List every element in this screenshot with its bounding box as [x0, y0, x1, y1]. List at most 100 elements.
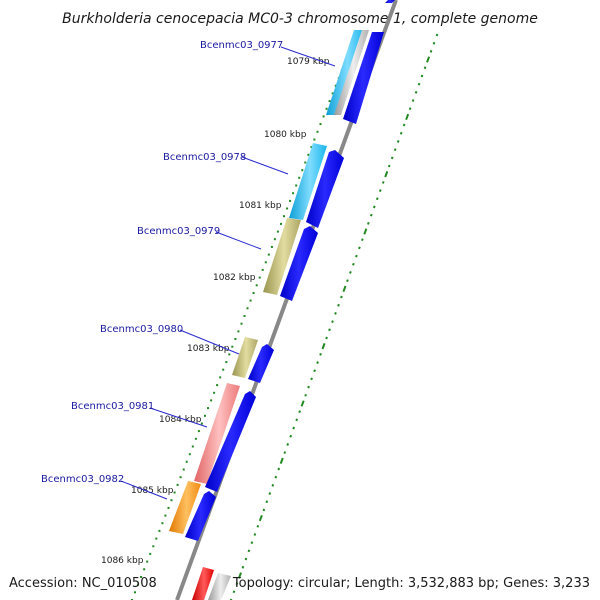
gc-dot: [237, 572, 242, 579]
tick-dot: [228, 353, 231, 356]
gc-dot: [319, 352, 322, 356]
gene-label-0981[interactable]: Bcenmc03_0981: [71, 401, 154, 412]
tick-dot: [191, 445, 194, 448]
gene-strand-block: [385, 0, 395, 3]
tick-dot: [231, 345, 234, 348]
gene-label-0978[interactable]: Bcenmc03_0978: [163, 152, 246, 163]
gc-dot: [342, 285, 347, 293]
tick-dot: [140, 576, 143, 578]
gc-dot: [426, 56, 431, 63]
gc-dot: [429, 49, 433, 53]
gene-label-0979[interactable]: Bcenmc03_0979: [137, 226, 220, 237]
gene-block: [232, 337, 258, 378]
gc-dot: [349, 271, 352, 274]
gc-dot: [423, 66, 427, 70]
gc-dot: [253, 533, 257, 536]
gene-block-0982[interactable]: [169, 481, 216, 541]
tick-dot: [137, 583, 140, 586]
gene-block-0981[interactable]: [194, 383, 256, 492]
tick-dot: [319, 123, 322, 126]
tick-dot: [331, 92, 334, 95]
gc-dot: [262, 508, 266, 512]
gc-dot: [292, 426, 296, 430]
tick-label-1081: 1081 kbp: [239, 201, 282, 211]
gc-dot: [420, 74, 424, 78]
gc-dot: [384, 171, 389, 178]
tick-dot: [328, 100, 331, 103]
tick-dot: [158, 529, 161, 532]
gene-block: [289, 143, 327, 220]
gene-label-0980[interactable]: Bcenmc03_0980: [100, 324, 183, 335]
tick-dot: [197, 430, 200, 433]
gc-dot: [271, 483, 275, 487]
gc-dot: [387, 164, 391, 168]
gc-dot: [435, 33, 439, 37]
gc-dot: [363, 228, 368, 235]
tick-dot: [182, 468, 185, 471]
gc-dot: [268, 492, 272, 495]
gc-dot: [300, 400, 305, 407]
tick-dot: [325, 107, 328, 110]
gc-dot: [247, 549, 251, 553]
gc-dot: [402, 123, 406, 127]
tick-dot: [222, 368, 225, 371]
gene-label-0977[interactable]: Bcenmc03_0977: [200, 40, 283, 51]
tick-dot: [188, 453, 191, 456]
gene-block-0977[interactable]: [326, 30, 384, 124]
tick-dot: [261, 268, 264, 271]
tick-dot: [258, 276, 261, 279]
gc-dot: [396, 140, 400, 143]
gc-dot: [381, 181, 385, 184]
gc-dot: [229, 598, 233, 600]
gc-dot: [432, 41, 436, 45]
gene-block-0978[interactable]: [289, 143, 344, 228]
gene-strand-block: [248, 344, 274, 383]
map-title: Burkholderia cenocepacia MC0-3 chromosom…: [62, 11, 538, 27]
tick-label-1085: 1085 kbp: [131, 486, 174, 496]
gc-dot: [307, 385, 310, 389]
tick-dot: [295, 184, 298, 187]
tick-dot: [246, 307, 249, 310]
gc-dot: [295, 418, 299, 422]
gc-dot: [286, 443, 290, 446]
tick-dot: [283, 215, 285, 218]
tick-label-1079: 1079 kbp: [287, 57, 330, 67]
gene-block-0980[interactable]: [232, 337, 274, 383]
tick-dot: [134, 591, 136, 594]
tick-dot: [167, 506, 170, 509]
gc-dot: [289, 434, 293, 438]
tick-dot: [149, 552, 152, 555]
tick-dot: [164, 514, 167, 517]
gc-dot: [372, 205, 376, 209]
accession-text: Accession: NC_010508: [9, 576, 157, 591]
gene-block-0979[interactable]: [263, 218, 318, 301]
gc-dot: [310, 377, 313, 381]
gc-dot: [358, 246, 361, 250]
tick-dot: [213, 391, 216, 394]
gene-block: [334, 30, 369, 115]
tick-dot: [155, 537, 158, 540]
gc-dot: [411, 99, 415, 102]
gene-strand-block: [306, 150, 344, 228]
gc-dot: [279, 457, 284, 464]
tick-track: [131, 31, 358, 600]
gene-strand-block: [280, 226, 318, 301]
gene-leader-line: [241, 156, 289, 175]
gc-dot: [265, 500, 269, 504]
tick-dot: [316, 130, 319, 133]
gc-dot: [244, 557, 248, 561]
tick-dot: [255, 284, 258, 287]
gene-label-0982[interactable]: Bcenmc03_0982: [41, 474, 124, 485]
tick-dot: [219, 376, 222, 379]
tick-dot: [170, 499, 173, 502]
tick-dot: [210, 399, 213, 402]
gene-block: [194, 383, 240, 484]
tick-dot: [280, 222, 282, 225]
tick-dot: [161, 522, 164, 525]
gc-dot: [367, 221, 370, 225]
gene-block: [263, 218, 301, 295]
gene-strand-block: [343, 32, 384, 124]
gc-dot: [408, 107, 412, 111]
gc-dot: [390, 156, 394, 160]
